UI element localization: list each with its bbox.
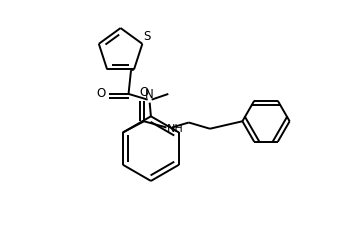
Text: O: O [139,86,149,100]
Text: S: S [144,30,151,43]
Text: NH: NH [167,124,184,134]
Text: O: O [97,88,106,101]
Text: N: N [145,88,154,101]
